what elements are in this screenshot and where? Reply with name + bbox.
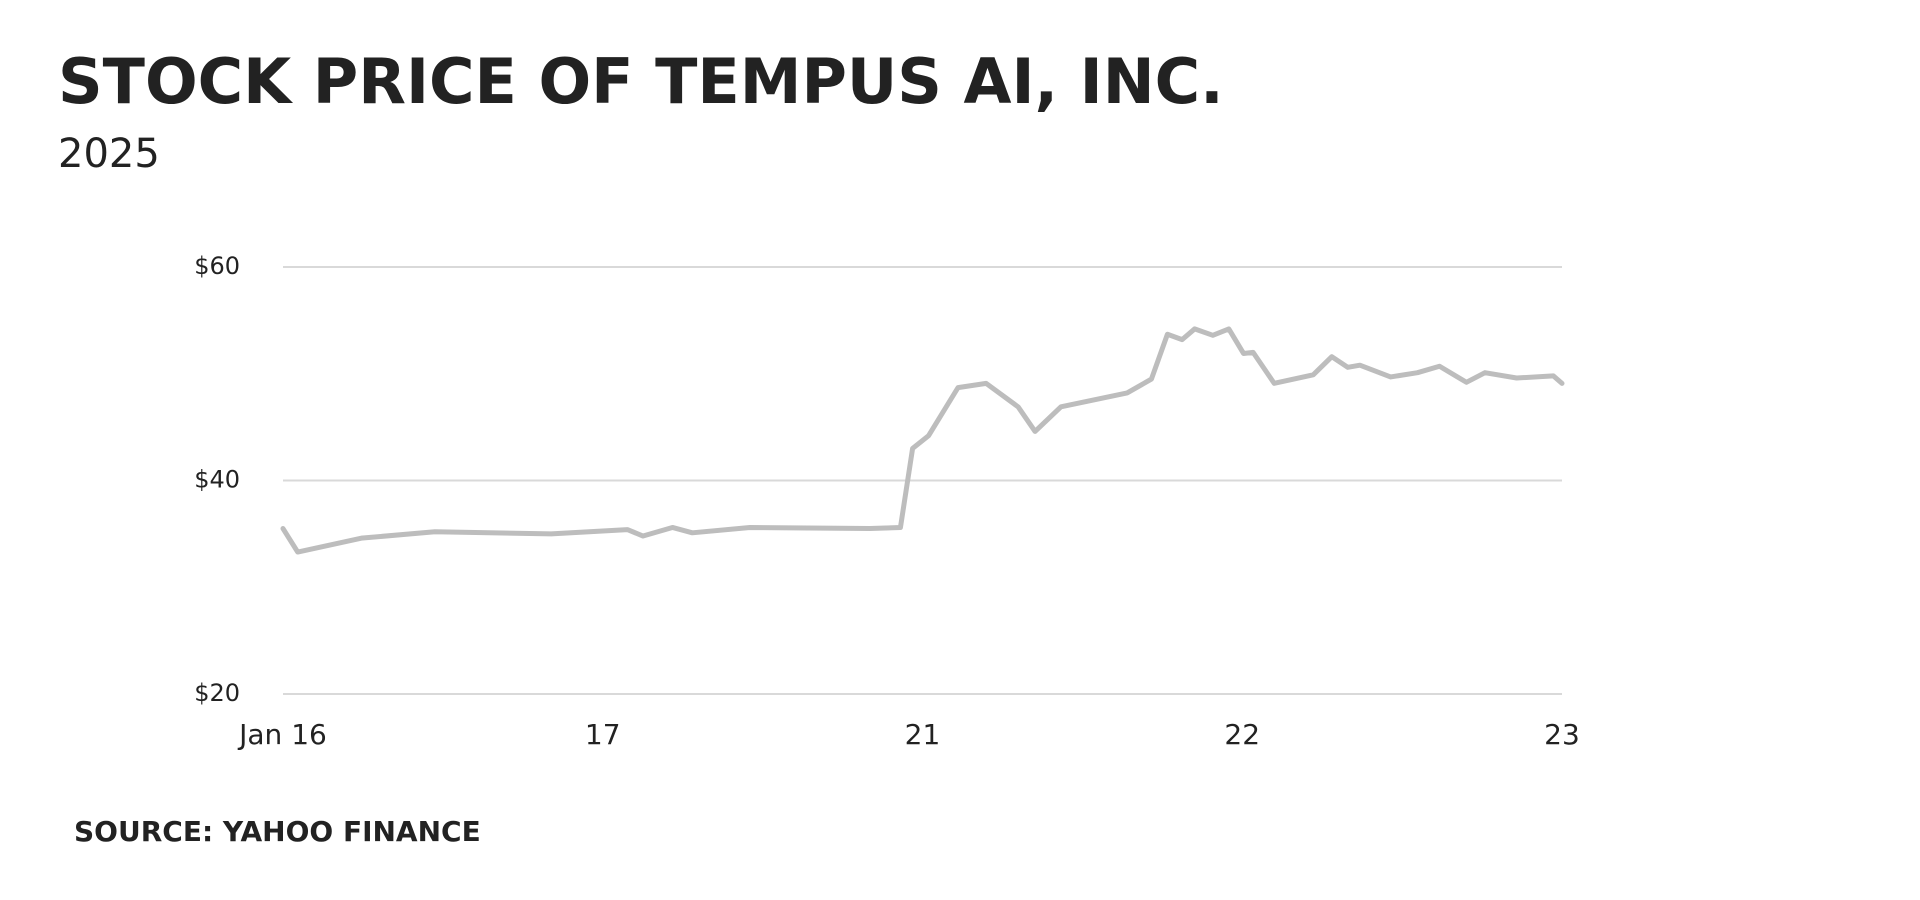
x-tick-label: Jan 16 — [237, 718, 327, 751]
chart-subtitle: 2025 — [58, 131, 160, 177]
x-tick-label: 23 — [1544, 718, 1580, 751]
y-tick-label: $60 — [194, 252, 240, 280]
source-note: SOURCE: YAHOO FINANCE — [74, 815, 481, 848]
x-tick-label: 17 — [585, 718, 621, 751]
y-tick-label: $40 — [194, 466, 240, 494]
x-tick-label: 22 — [1224, 718, 1260, 751]
price-line — [280, 326, 1565, 555]
x-tick-label: 21 — [905, 718, 941, 751]
chart-title: STOCK PRICE OF TEMPUS AI, INC. — [58, 45, 1224, 118]
y-tick-label: $20 — [194, 679, 240, 707]
